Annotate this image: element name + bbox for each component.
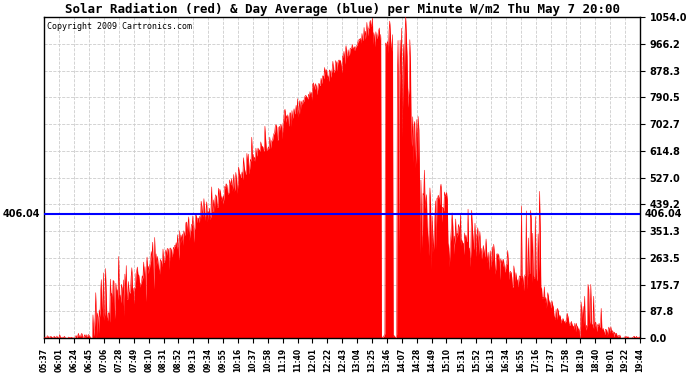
Text: 406.04: 406.04 — [3, 209, 40, 219]
Title: Solar Radiation (red) & Day Average (blue) per Minute W/m2 Thu May 7 20:00: Solar Radiation (red) & Day Average (blu… — [65, 3, 620, 16]
Text: 406.04: 406.04 — [644, 209, 682, 219]
Text: Copyright 2009 Cartronics.com: Copyright 2009 Cartronics.com — [48, 22, 193, 31]
